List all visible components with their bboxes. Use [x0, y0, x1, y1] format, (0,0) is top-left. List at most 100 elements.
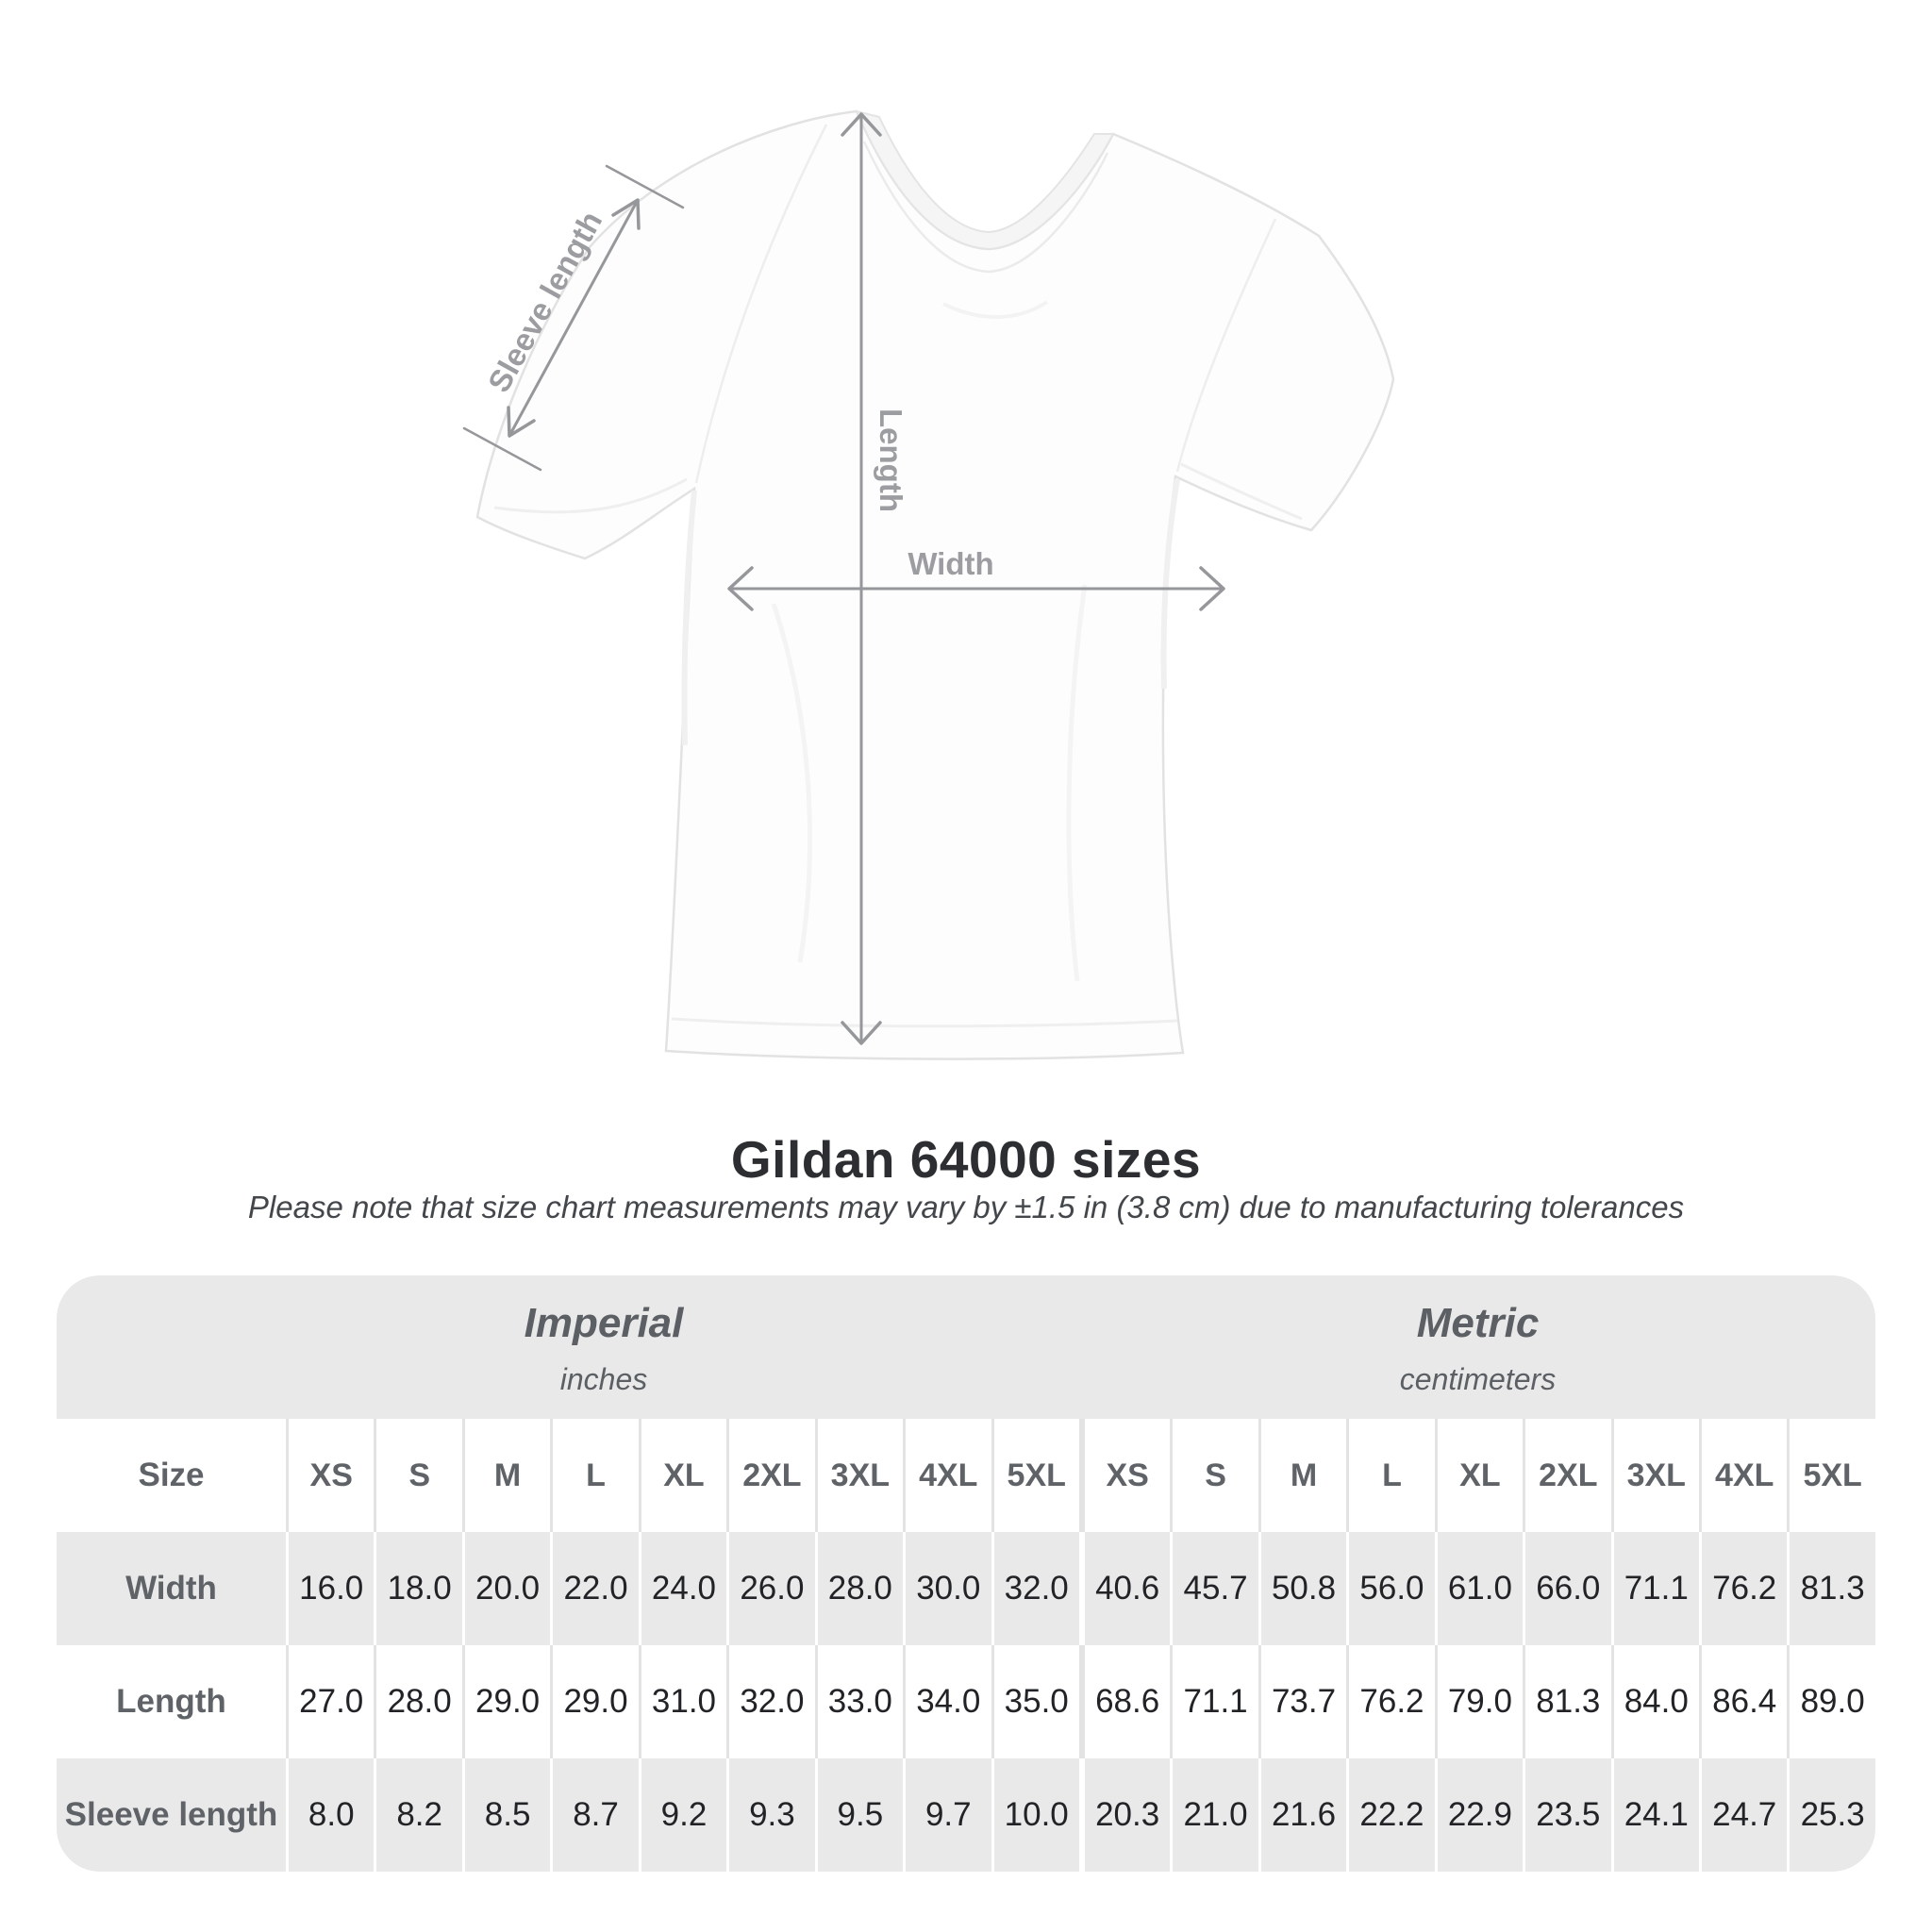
length-cell: 86.4 — [1699, 1645, 1787, 1758]
width-cell: 24.0 — [638, 1532, 726, 1645]
length-cell: 71.1 — [1170, 1645, 1257, 1758]
sleeve-cell: 23.5 — [1523, 1758, 1610, 1872]
dimension-lines — [462, 112, 1225, 1045]
width-arrow-right-icon — [1199, 566, 1225, 611]
length-label: Length — [874, 408, 908, 512]
sleeve-cell: 24.7 — [1699, 1758, 1787, 1872]
sleeve-cell: 22.9 — [1434, 1758, 1523, 1872]
size-header-imperial: XS — [286, 1419, 374, 1532]
table-row-length: Length 27.0 28.0 29.0 29.0 31.0 32.0 33.… — [57, 1645, 1875, 1758]
length-cell: 33.0 — [814, 1645, 903, 1758]
length-arrow-up-icon — [841, 112, 882, 137]
sleeve-cell: 22.2 — [1346, 1758, 1434, 1872]
width-cell: 76.2 — [1699, 1532, 1787, 1645]
sleeve-cell: 8.2 — [374, 1758, 461, 1872]
length-cell: 89.0 — [1787, 1645, 1874, 1758]
width-arrow-left-icon — [727, 566, 754, 611]
length-cell: 81.3 — [1523, 1645, 1610, 1758]
width-cell: 61.0 — [1434, 1532, 1523, 1645]
length-cell: 31.0 — [638, 1645, 726, 1758]
width-cell: 20.0 — [461, 1532, 550, 1645]
page-title: Gildan 64000 sizes — [730, 1130, 1202, 1189]
tolerance-note: Please note that size chart measurements… — [247, 1190, 1685, 1224]
metric-title: Metric — [1416, 1300, 1540, 1346]
size-header-imperial: 4XL — [903, 1419, 991, 1532]
length-cell: 29.0 — [461, 1645, 550, 1758]
size-header-imperial: 3XL — [814, 1419, 903, 1532]
sleeve-cell: 25.3 — [1787, 1758, 1874, 1872]
size-header-metric: M — [1257, 1419, 1346, 1532]
sleeve-cell: 8.7 — [550, 1758, 638, 1872]
width-label: Width — [908, 546, 994, 581]
size-header-metric: 4XL — [1699, 1419, 1787, 1532]
sleeve-cell: 10.0 — [991, 1758, 1079, 1872]
length-cell: 68.6 — [1078, 1645, 1170, 1758]
width-cell: 81.3 — [1787, 1532, 1874, 1645]
table-row-sleeve-length: Sleeve length 8.0 8.2 8.5 8.7 9.2 9.3 9.… — [57, 1758, 1875, 1872]
size-header-imperial: 2XL — [726, 1419, 814, 1532]
size-header-imperial: XL — [638, 1419, 726, 1532]
sleeve-cell: 21.6 — [1257, 1758, 1346, 1872]
size-header-metric: 2XL — [1523, 1419, 1610, 1532]
imperial-title: Imperial — [524, 1300, 684, 1346]
sleeve-cell: 9.3 — [726, 1758, 814, 1872]
row-label-width: Width — [125, 1570, 217, 1607]
sleeve-cell: 9.5 — [814, 1758, 903, 1872]
sleeve-cell: 9.2 — [638, 1758, 726, 1872]
size-header-imperial: L — [550, 1419, 638, 1532]
width-cell: 28.0 — [814, 1532, 903, 1645]
size-header-metric: S — [1170, 1419, 1257, 1532]
sleeve-cell: 8.5 — [461, 1758, 550, 1872]
size-header-imperial: 5XL — [991, 1419, 1079, 1532]
length-cell: 29.0 — [550, 1645, 638, 1758]
length-cell: 34.0 — [903, 1645, 991, 1758]
width-cell: 30.0 — [903, 1532, 991, 1645]
length-cell: 28.0 — [374, 1645, 461, 1758]
length-cell: 32.0 — [726, 1645, 814, 1758]
length-arrow-down-icon — [841, 1021, 882, 1045]
sleeve-cell: 20.3 — [1078, 1758, 1170, 1872]
length-cell: 79.0 — [1434, 1645, 1523, 1758]
width-cell: 18.0 — [374, 1532, 461, 1645]
tshirt-body — [475, 109, 1395, 1060]
width-cell: 66.0 — [1523, 1532, 1610, 1645]
sleeve-cell: 8.0 — [286, 1758, 374, 1872]
size-header-metric: 5XL — [1787, 1419, 1874, 1532]
size-header-metric: 3XL — [1610, 1419, 1699, 1532]
width-cell: 40.6 — [1078, 1532, 1170, 1645]
size-header-metric: XL — [1434, 1419, 1523, 1532]
row-label-length: Length — [116, 1683, 226, 1720]
table-row-size-header: Size XS S M L XL 2XL 3XL 4XL 5XL XS S M … — [57, 1419, 1875, 1532]
width-cell: 26.0 — [726, 1532, 814, 1645]
table-row-width: Width 16.0 18.0 20.0 22.0 24.0 26.0 28.0… — [57, 1532, 1875, 1645]
sleeve-cell: 9.7 — [903, 1758, 991, 1872]
sleeve-arrow-down-icon — [507, 406, 536, 438]
length-cell: 76.2 — [1346, 1645, 1434, 1758]
length-cell: 27.0 — [286, 1645, 374, 1758]
sleeve-end-tick-top — [605, 164, 685, 209]
width-cell: 16.0 — [286, 1532, 374, 1645]
size-column-label: Size — [138, 1457, 205, 1493]
sleeve-end-tick-bottom — [462, 426, 542, 472]
width-cell: 56.0 — [1346, 1532, 1434, 1645]
length-cell: 84.0 — [1610, 1645, 1699, 1758]
size-header-metric: L — [1346, 1419, 1434, 1532]
row-label-sleeve-length: Sleeve length — [64, 1796, 278, 1833]
width-cell: 32.0 — [991, 1532, 1079, 1645]
size-header-imperial: S — [374, 1419, 461, 1532]
width-cell: 50.8 — [1257, 1532, 1346, 1645]
length-cell: 73.7 — [1257, 1645, 1346, 1758]
sleeve-arrow-up-icon — [611, 198, 641, 230]
unit-header-band: Imperial inches Metric centimeters — [57, 1275, 1875, 1419]
metric-unit: centimeters — [1399, 1362, 1557, 1396]
sleeve-dimension-line — [508, 198, 640, 438]
width-cell: 45.7 — [1170, 1532, 1257, 1645]
size-header-metric: XS — [1078, 1419, 1170, 1532]
imperial-section-header: Imperial inches — [57, 1300, 1151, 1397]
sleeve-cell: 21.0 — [1170, 1758, 1257, 1872]
size-header-imperial: M — [461, 1419, 550, 1532]
length-cell: 35.0 — [991, 1645, 1079, 1758]
width-cell: 22.0 — [550, 1532, 638, 1645]
